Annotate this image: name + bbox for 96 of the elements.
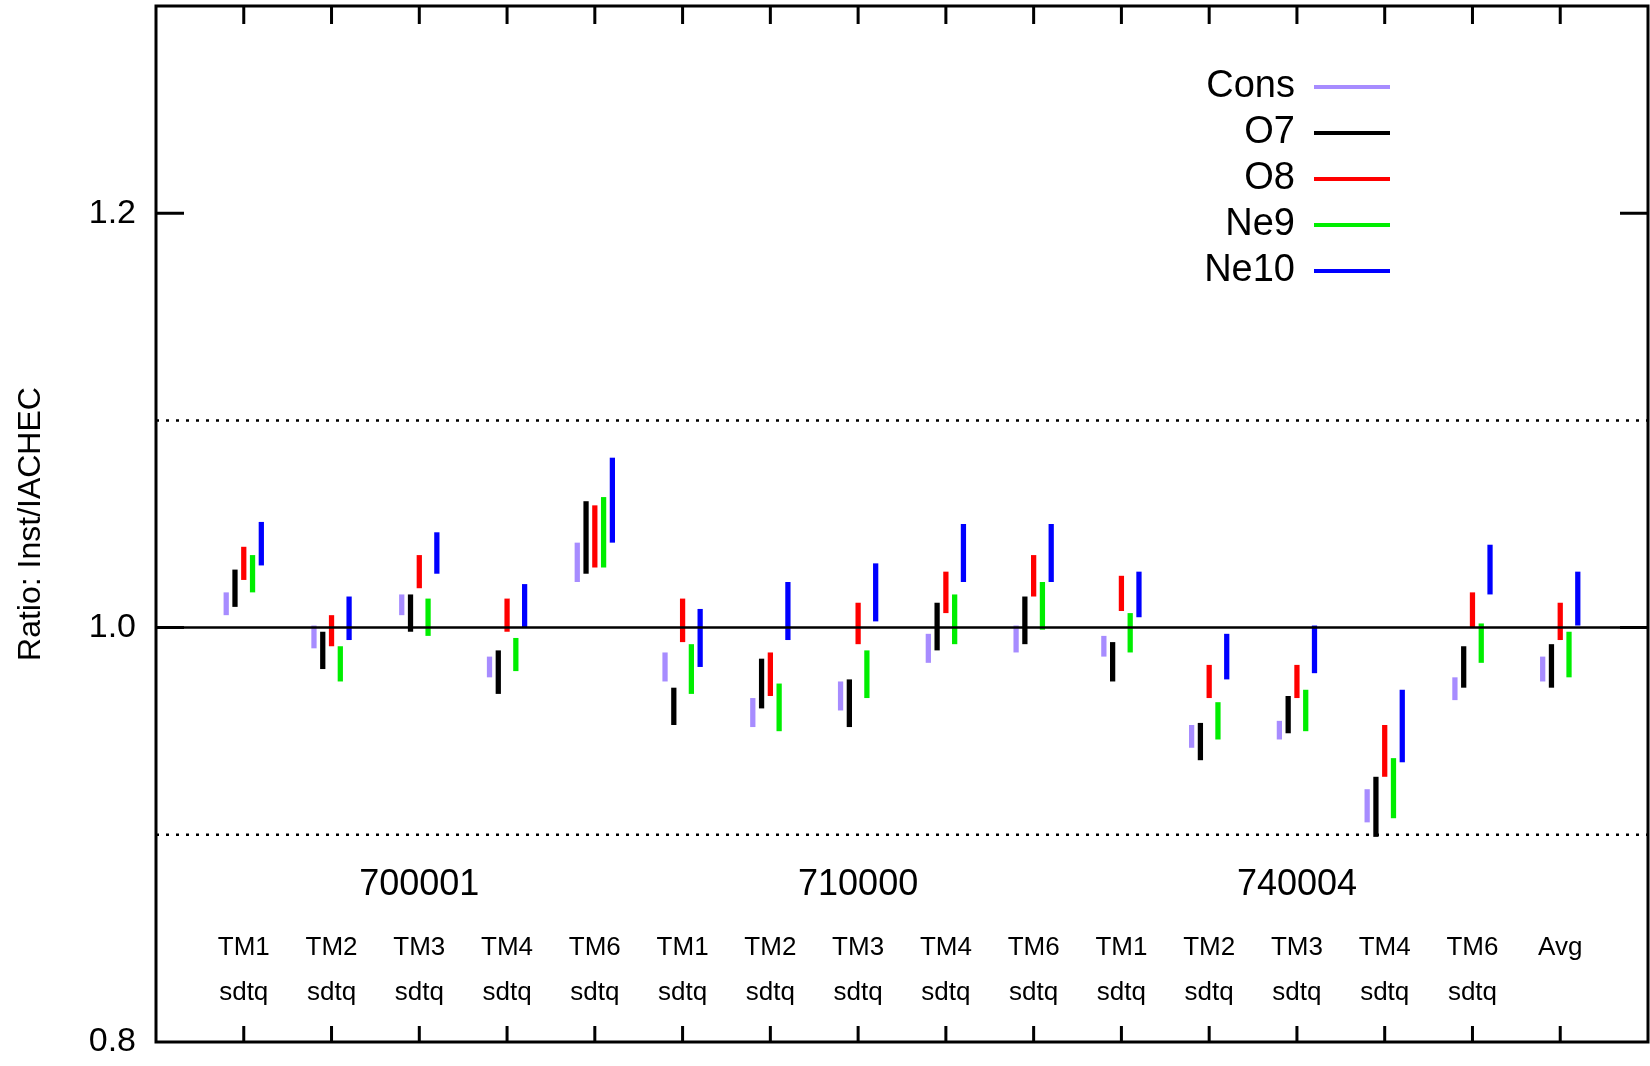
legend-label: O8 <box>1244 155 1295 198</box>
bar <box>776 683 782 732</box>
bar <box>1364 789 1370 823</box>
y-tick-label: 1.0 <box>88 605 136 644</box>
bar <box>846 679 852 728</box>
annotation: 700001 <box>359 861 480 903</box>
x-tick-label: TM3 sdtq <box>1270 931 1323 1007</box>
bar <box>241 546 247 580</box>
bar <box>1487 544 1493 595</box>
bar <box>960 524 967 583</box>
bar <box>1188 724 1195 748</box>
x-tick-label: Avg <box>1538 931 1583 962</box>
x-tick-label: TM6 sdtq <box>1007 931 1060 1007</box>
bar <box>767 652 773 696</box>
x-tick-label: TM1 sdtq <box>1095 931 1148 1007</box>
bar <box>1566 631 1572 678</box>
bar <box>1110 642 1116 682</box>
bar <box>1390 758 1397 819</box>
bar <box>521 584 528 628</box>
x-tick-label: TM4 sdtq <box>919 931 972 1007</box>
bar <box>837 681 844 711</box>
bar <box>320 631 326 670</box>
bar <box>1452 677 1458 701</box>
legend-label: Ne10 <box>1204 247 1295 290</box>
bar <box>864 650 870 699</box>
bar <box>785 582 791 641</box>
bar <box>750 698 756 728</box>
bar <box>600 497 607 568</box>
bar <box>1461 646 1467 688</box>
annotation: 740004 <box>1236 861 1358 903</box>
bar <box>662 652 668 682</box>
bar <box>925 633 931 663</box>
x-tick-label: TM1 sdtq <box>656 931 709 1007</box>
bar <box>1224 633 1230 680</box>
bar <box>513 637 519 672</box>
bar <box>583 501 589 574</box>
bar <box>232 569 238 607</box>
bar <box>697 608 703 667</box>
bar <box>504 598 510 632</box>
bar <box>1118 575 1125 612</box>
x-tick-label: TM4 sdtq <box>481 931 534 1007</box>
annotation: 710000 <box>798 861 919 903</box>
x-tick-label: TM2 sdtq <box>744 931 797 1007</box>
bar <box>495 650 501 694</box>
x-tick-label: TM3 sdtq <box>832 931 885 1007</box>
y-axis-title: Ratio: Inst/IACHEC <box>11 387 48 661</box>
bar <box>688 644 694 694</box>
bar <box>1136 571 1142 618</box>
bar <box>1215 702 1221 740</box>
y-tick-label: 1.2 <box>88 191 136 230</box>
bar <box>1039 582 1046 630</box>
bar <box>1197 722 1204 761</box>
bar <box>416 555 422 589</box>
x-tick-label: TM6 sdtq <box>1446 931 1499 1007</box>
bar <box>1382 724 1388 777</box>
bar <box>1101 635 1107 657</box>
bar <box>952 594 958 645</box>
bar <box>671 687 677 725</box>
bar <box>758 658 765 709</box>
x-tick-label: TM2 sdtq <box>305 931 358 1007</box>
bar <box>399 594 405 616</box>
bar <box>1469 592 1476 628</box>
bar <box>574 542 580 583</box>
bar <box>943 571 949 614</box>
bar <box>1548 644 1555 688</box>
bar <box>1285 695 1291 734</box>
bar <box>609 457 616 543</box>
bar <box>1276 720 1283 740</box>
bar <box>1540 656 1546 682</box>
bar <box>1294 664 1300 699</box>
bar <box>486 656 493 678</box>
bar <box>873 563 879 622</box>
legend-label: Ne9 <box>1225 201 1295 244</box>
bar <box>1399 689 1405 763</box>
bar <box>1575 571 1581 626</box>
bar <box>592 505 598 568</box>
bar <box>425 598 431 636</box>
bar <box>855 602 861 645</box>
bar <box>223 592 229 616</box>
bar <box>1303 689 1309 732</box>
x-tick-label: TM4 sdtq <box>1358 931 1411 1007</box>
legend-label: Cons <box>1206 63 1295 106</box>
bar <box>249 555 256 593</box>
y-tick-label: 0.8 <box>88 1020 136 1059</box>
x-tick-label: TM1 sdtq <box>217 931 270 1007</box>
x-tick-label: TM2 sdtq <box>1183 931 1236 1007</box>
x-tick-label: TM6 sdtq <box>568 931 621 1007</box>
bar <box>1206 664 1212 699</box>
x-tick-label: TM3 sdtq <box>393 931 446 1007</box>
bar <box>1048 524 1054 583</box>
legend-label: O7 <box>1244 109 1295 152</box>
bar <box>346 596 352 641</box>
bar <box>434 532 440 574</box>
bar <box>258 521 264 566</box>
bar <box>1031 555 1037 597</box>
bar <box>337 646 343 682</box>
